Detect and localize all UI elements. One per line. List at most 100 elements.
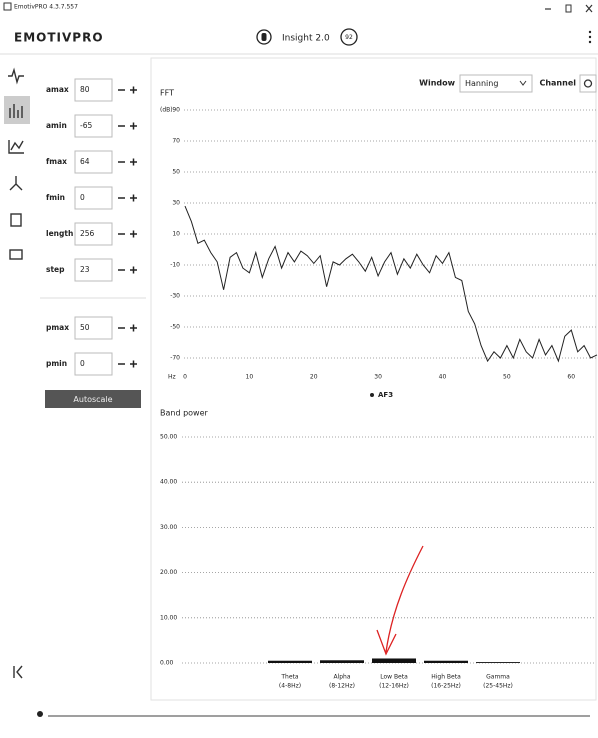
control-label: pmax xyxy=(46,323,69,332)
category-range: (8-12Hz) xyxy=(329,683,355,690)
window-select[interactable] xyxy=(459,74,533,93)
control-input[interactable] xyxy=(74,150,113,174)
category-label: Gamma xyxy=(486,674,510,681)
control-input[interactable] xyxy=(74,258,113,282)
legend-label: AF3 xyxy=(378,391,393,399)
increment-button[interactable] xyxy=(130,360,137,368)
chart-title: Band power xyxy=(160,409,209,418)
fft-line xyxy=(184,205,598,363)
playhead[interactable] xyxy=(37,711,43,717)
close-button[interactable] xyxy=(585,4,593,13)
nav-metrics[interactable] xyxy=(8,140,24,154)
channel-button[interactable] xyxy=(579,74,597,93)
y-tick-label: 20.00 xyxy=(160,569,177,576)
increment-button[interactable] xyxy=(130,194,137,202)
increment-button[interactable] xyxy=(130,230,137,238)
device-icon-core xyxy=(261,33,267,41)
control-label: fmin xyxy=(46,193,65,202)
band-bar xyxy=(372,658,416,663)
increment-button[interactable] xyxy=(130,324,137,332)
increment-button[interactable] xyxy=(130,86,137,94)
maximize-button[interactable] xyxy=(565,4,572,13)
control-value: 64 xyxy=(80,157,90,166)
category-range: (16-25Hz) xyxy=(431,683,461,690)
control-value: -65 xyxy=(80,121,92,130)
sidebar xyxy=(4,67,30,679)
control-value: 23 xyxy=(80,265,90,274)
category-range: (4-8Hz) xyxy=(279,683,301,690)
x-axis-label: Hz xyxy=(168,374,176,381)
app-icon xyxy=(3,2,12,11)
y-tick-label: 70 xyxy=(172,138,180,145)
control-label: amax xyxy=(46,85,69,94)
main-panel xyxy=(150,57,597,701)
category-label: Low Beta xyxy=(380,674,408,681)
control-value: 80 xyxy=(80,85,90,94)
category-label: Alpha xyxy=(333,674,350,681)
x-tick-label: 30 xyxy=(374,374,382,381)
x-tick-label: 40 xyxy=(439,374,447,381)
nav-contact[interactable] xyxy=(10,213,22,227)
battery-indicator xyxy=(340,28,358,46)
category-label: High Beta xyxy=(431,674,461,681)
channel-icon xyxy=(583,79,593,88)
y-tick-label: -70 xyxy=(170,355,180,362)
y-tick-label: -30 xyxy=(170,293,180,300)
y-tick-label: 30.00 xyxy=(160,524,177,531)
control-label: step xyxy=(46,265,65,274)
menu-button[interactable] xyxy=(588,30,592,44)
y-tick-label: 10.00 xyxy=(160,614,177,621)
y-tick-label: 90 xyxy=(172,107,180,114)
x-tick-label: 50 xyxy=(503,374,511,381)
nav-raw[interactable] xyxy=(8,67,24,85)
chart-title: FFT xyxy=(160,89,174,98)
control-value: 256 xyxy=(80,229,95,238)
autoscale-button[interactable] xyxy=(45,390,141,408)
band-bar xyxy=(424,660,468,663)
collapse-sidebar[interactable] xyxy=(13,665,23,679)
category-range: (25-45Hz) xyxy=(483,683,513,690)
control-input[interactable] xyxy=(74,186,113,210)
y-tick-label: 10 xyxy=(172,231,180,238)
autoscale-label: Autoscale xyxy=(73,395,112,404)
control-value: 0 xyxy=(80,193,85,202)
control-value: 50 xyxy=(80,323,90,332)
nav-motion[interactable] xyxy=(9,176,23,191)
device-name: Insight 2.0 xyxy=(282,34,330,44)
increment-button[interactable] xyxy=(130,122,137,130)
channel-label: Channel xyxy=(539,79,576,88)
brand: EMOTIVPRO xyxy=(14,31,104,45)
nav-devices[interactable] xyxy=(9,249,23,260)
control-input[interactable] xyxy=(74,352,113,376)
category-label: Theta xyxy=(280,674,299,681)
band-bar xyxy=(268,660,312,663)
control-input[interactable] xyxy=(74,316,113,340)
y-tick-label: 50.00 xyxy=(160,434,177,441)
window-title: EmotivPRO 4.3.7.557 xyxy=(14,4,78,11)
increment-button[interactable] xyxy=(130,158,137,166)
control-label: amin xyxy=(46,121,67,130)
band-bar xyxy=(320,660,364,663)
increment-button[interactable] xyxy=(130,266,137,274)
x-tick-label: 0 xyxy=(183,374,187,381)
y-tick-label: 30 xyxy=(172,200,180,207)
y-tick-label: 50 xyxy=(172,169,180,176)
control-label: pmin xyxy=(46,359,67,368)
band-bar xyxy=(476,662,520,663)
category-range: (12-16Hz) xyxy=(379,683,409,690)
device-icon[interactable] xyxy=(256,29,272,45)
y-tick-label: 40.00 xyxy=(160,479,177,486)
annotation-arrow xyxy=(385,545,424,653)
battery-level: 92 xyxy=(345,34,353,41)
nav-fft[interactable] xyxy=(9,104,23,118)
legend-dot xyxy=(370,393,374,397)
control-label: fmax xyxy=(46,157,67,166)
control-input[interactable] xyxy=(74,78,113,102)
control-input[interactable] xyxy=(74,114,113,138)
window-value: Hanning xyxy=(465,79,498,88)
select-chevron xyxy=(519,80,527,86)
control-input[interactable] xyxy=(74,222,113,246)
window-label: Window xyxy=(419,79,455,88)
control-label: length xyxy=(46,229,73,238)
